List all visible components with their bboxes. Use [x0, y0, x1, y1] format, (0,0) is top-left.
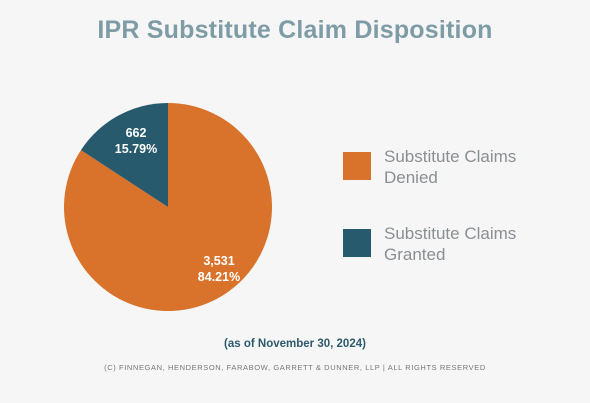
copyright-notice: (C) FINNEGAN, HENDERSON, FARABOW, GARRET… [104, 363, 486, 372]
legend-label-denied-line1: Substitute Claims [384, 147, 517, 166]
data-label-granted-count: 662 [126, 126, 147, 140]
legend-label-denied: Substitute Claims Denied [384, 146, 554, 188]
data-label-denied-percent: 84.21% [198, 270, 240, 284]
legend-swatch-granted [343, 229, 371, 257]
data-label-granted-percent: 15.79% [115, 142, 157, 156]
pie-slice-granted [80, 103, 168, 207]
date-note: (as of November 30, 2024) [224, 338, 366, 350]
legend-label-granted-line2: Granted [384, 245, 446, 264]
data-label-denied-count: 3,531 [203, 254, 234, 268]
legend-label-denied-line2: Denied [384, 168, 438, 187]
legend-swatch-denied [343, 152, 371, 180]
chart-title: IPR Substitute Claim Disposition [97, 16, 493, 44]
legend-label-granted: Substitute Claims Granted [384, 223, 554, 265]
legend-label-granted-line1: Substitute Claims [384, 224, 517, 243]
